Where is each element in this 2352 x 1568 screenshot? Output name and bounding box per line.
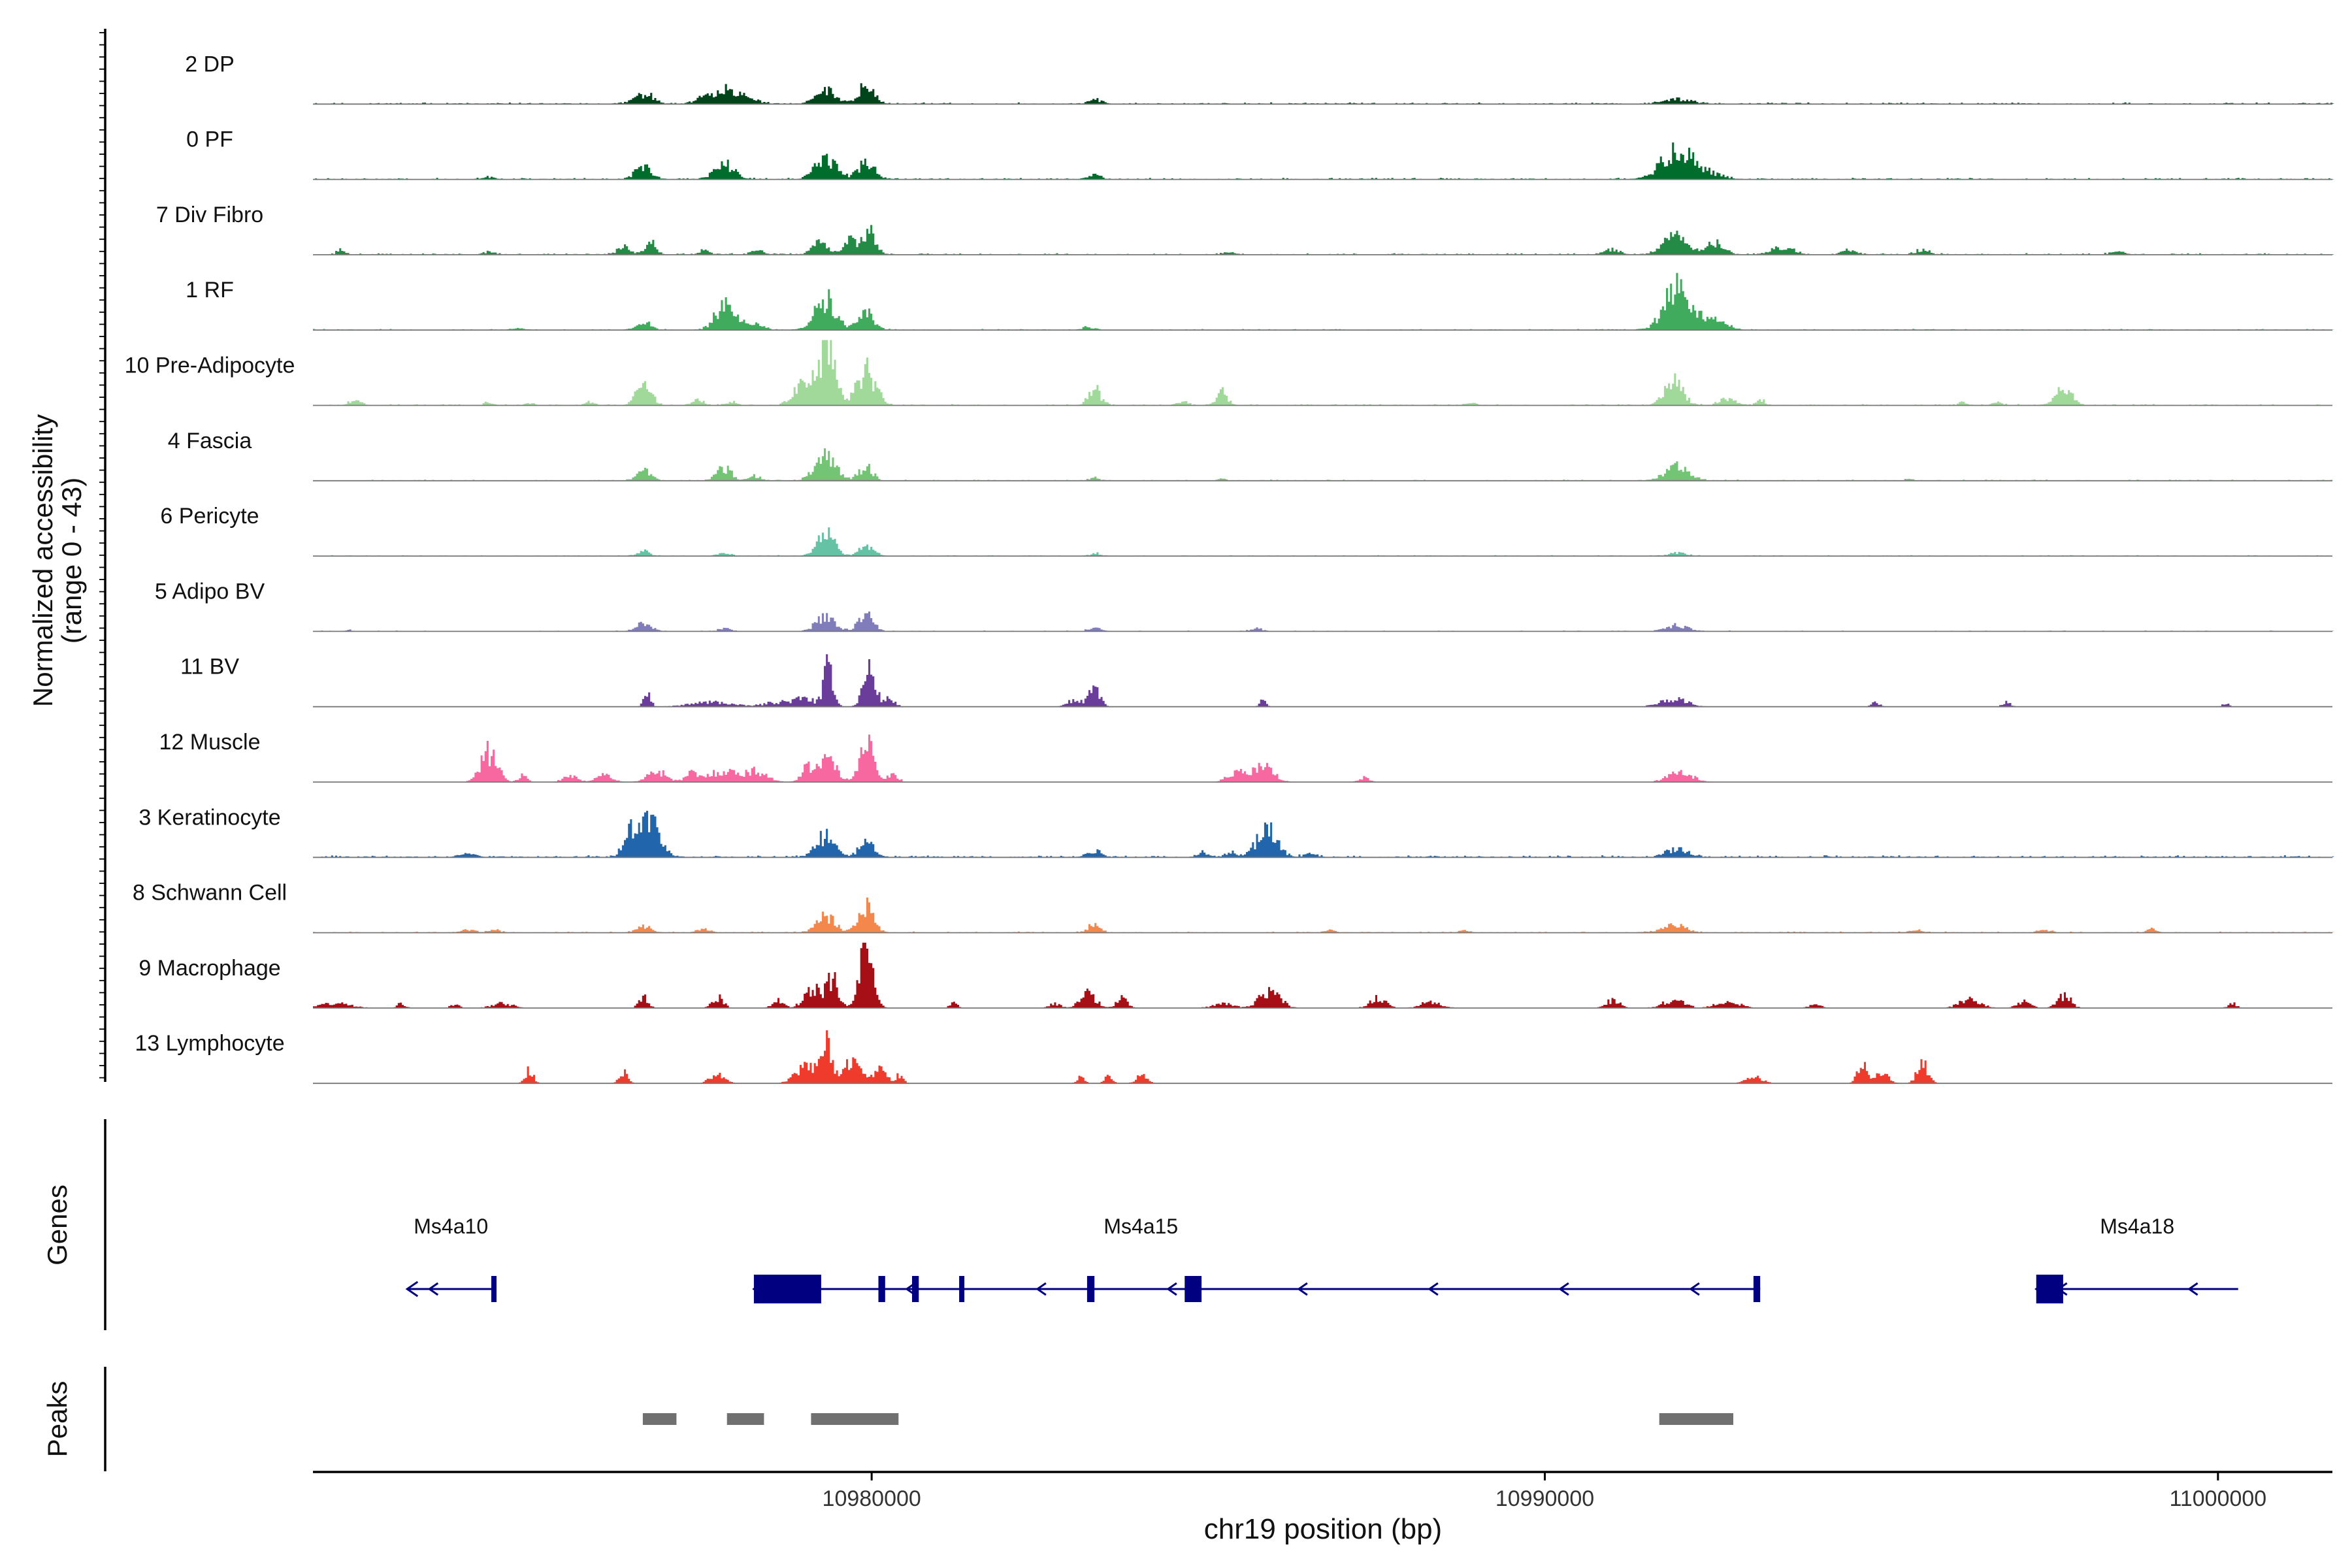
strand-arrow [427, 1282, 439, 1296]
track-label: 2 DP [185, 52, 235, 76]
exon [1753, 1276, 1761, 1302]
gene-ms4a10: Ms4a10 [405, 1215, 497, 1302]
exon [753, 1275, 821, 1303]
track-9-macrophage: 9 Macrophage [139, 942, 2335, 1009]
strand-arrow [1036, 1282, 1047, 1296]
y-axis-label-line2: (range 0 - 43) [56, 478, 87, 644]
track-5-adipo-bv: 5 Adipo BV [155, 579, 2335, 632]
coverage-area [313, 612, 2335, 632]
coverage-area [313, 225, 2335, 255]
track-label: 7 Div Fibro [156, 203, 263, 227]
peak-region [1659, 1413, 1733, 1425]
coverage-area [313, 448, 2335, 481]
coverage-y-axis [99, 29, 106, 1082]
exon [959, 1276, 965, 1302]
coverage-area [313, 734, 2335, 782]
track-12-muscle: 12 Muscle [159, 730, 2335, 783]
coverage-tracks: 2 DP 0 PF 7 Div Fibro 1 RF 10 Pre-Adipocyte 4… [125, 52, 2335, 1085]
track-10-pre-adipocyte: 10 Pre-Adipocyte [125, 340, 2335, 406]
track-label: 5 Adipo BV [155, 579, 265, 604]
exon [912, 1276, 919, 1302]
coverage-area [313, 142, 2335, 180]
track-label: 12 Muscle [159, 730, 261, 755]
peak-region [811, 1413, 899, 1425]
peak-regions [642, 1413, 1733, 1425]
exon [1184, 1276, 1202, 1302]
coverage-area [313, 1030, 2335, 1084]
x-axis-ticks: 10980000 10990000 11000000 [823, 1472, 2266, 1511]
exon [491, 1276, 497, 1302]
gene-label: Ms4a10 [414, 1215, 488, 1238]
strand-arrow [405, 1281, 419, 1298]
peak-region [642, 1413, 677, 1425]
track-label: 10 Pre-Adipocyte [125, 353, 295, 378]
coverage-area [313, 83, 2335, 105]
track-label: 1 RF [186, 278, 234, 302]
strand-arrow [1428, 1282, 1439, 1296]
track-label: 4 Fascia [168, 429, 252, 453]
track-2-dp: 2 DP [185, 52, 2335, 105]
peak-region [727, 1413, 764, 1425]
x-tick-label: 10990000 [1495, 1486, 1594, 1511]
strand-arrow [2187, 1282, 2198, 1296]
exon [2036, 1275, 2063, 1303]
track-0-pf: 0 PF [186, 127, 2335, 180]
track-label: 6 Pericyte [160, 504, 259, 529]
track-label: 9 Macrophage [139, 956, 280, 981]
peaks-panel-label: Peaks [42, 1381, 73, 1458]
track-11-bv: 11 BV [180, 654, 2335, 708]
track-13-lymphocyte: 13 Lymphocyte [135, 1030, 2335, 1085]
strand-arrow [1689, 1282, 1700, 1296]
track-1-rf: 1 RF [186, 272, 2335, 331]
gene-label: Ms4a15 [1103, 1215, 1178, 1238]
strand-arrow [1166, 1282, 1177, 1296]
coverage-area [313, 527, 2335, 557]
strand-arrow [1558, 1282, 1569, 1296]
track-label: 11 BV [180, 655, 239, 679]
coverage-area [313, 897, 2335, 933]
x-tick-label: 10980000 [823, 1486, 921, 1511]
gene-annotations: Ms4a10 Ms4a15 Ms4a18 [405, 1215, 2238, 1303]
gene-ms4a18: Ms4a18 [2034, 1215, 2238, 1303]
track-8-schwann-cell: 8 Schwann Cell [133, 881, 2335, 934]
track-label: 13 Lymphocyte [135, 1031, 284, 1056]
coverage-area [313, 811, 2335, 858]
coverage-area [313, 272, 2335, 331]
track-6-pericyte: 6 Pericyte [160, 504, 2335, 557]
exon [878, 1276, 885, 1302]
gene-label: Ms4a18 [2100, 1215, 2174, 1238]
track-3-keratinocyte: 3 Keratinocyte [139, 805, 2335, 858]
track-label: 3 Keratinocyte [139, 805, 280, 830]
exon [1086, 1276, 1095, 1302]
track-4-fascia: 4 Fascia [168, 429, 2335, 482]
track-label: 8 Schwann Cell [133, 881, 287, 906]
strand-arrow [1297, 1282, 1308, 1296]
y-axis-label-line1: Normalized accessibility [27, 414, 58, 707]
coverage-area [313, 942, 2335, 1008]
genes-panel-label: Genes [42, 1184, 73, 1266]
track-7-div-fibro: 7 Div Fibro [156, 203, 2335, 255]
coverage-y-ticks [99, 32, 105, 1079]
gene-ms4a15: Ms4a15 [752, 1215, 1761, 1303]
x-tick-label: 11000000 [2169, 1486, 2266, 1511]
coverage-area [313, 340, 2335, 406]
x-axis-label: chr19 position (bp) [1204, 1513, 1442, 1545]
track-label: 0 PF [186, 127, 233, 152]
